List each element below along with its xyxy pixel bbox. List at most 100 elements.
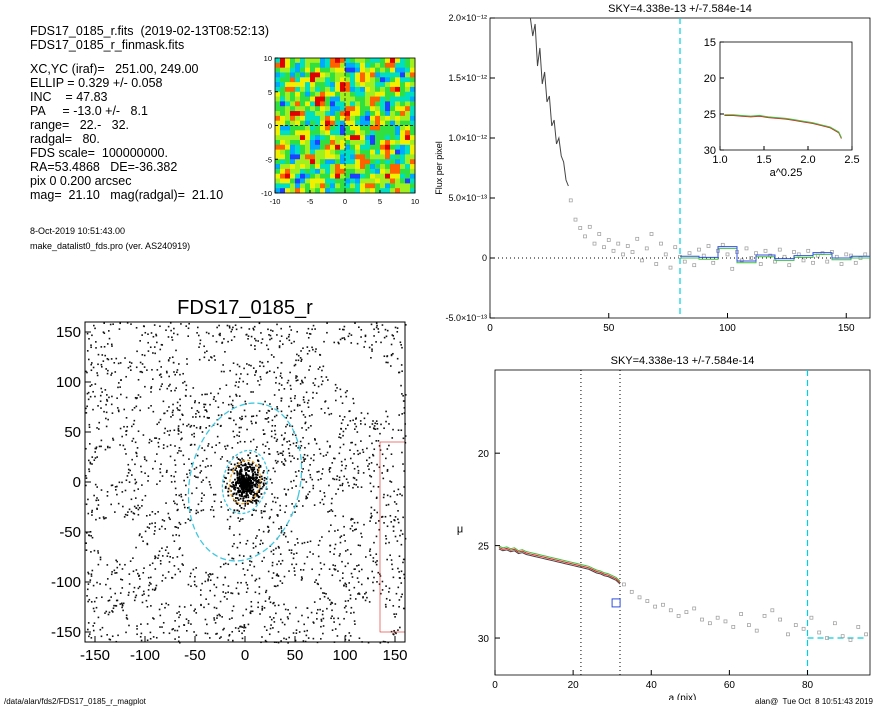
- core-dot: [247, 486, 249, 489]
- noise-dot: [340, 460, 343, 463]
- noise-dot: [370, 515, 373, 517]
- noise-dot: [178, 521, 181, 524]
- noise-dot: [386, 558, 388, 561]
- noise-dot: [313, 454, 315, 456]
- heatmap-cell: [365, 91, 371, 98]
- noise-dot: [294, 511, 296, 513]
- heatmap-cell: [320, 96, 326, 102]
- noise-dot: [205, 427, 207, 429]
- core-dot: [236, 474, 239, 477]
- heatmap-cell: [380, 154, 386, 160]
- noise-dot: [378, 528, 381, 531]
- noise-dot: [341, 402, 344, 405]
- noise-dot: [208, 417, 210, 419]
- noise-dot: [248, 500, 251, 502]
- core-dot: [259, 464, 262, 467]
- noise-dot: [223, 627, 225, 630]
- heatmap-cell: [395, 173, 401, 180]
- noise-dot: [283, 532, 286, 534]
- noise-dot: [345, 583, 348, 586]
- noise-dot: [186, 363, 188, 365]
- core-dot: [253, 483, 255, 486]
- noise-dot: [381, 472, 383, 474]
- noise-dot: [388, 587, 391, 590]
- heatmap-cell: [300, 101, 306, 107]
- noise-dot: [354, 443, 357, 446]
- noise-dot: [154, 352, 156, 355]
- heatmap-cell: [410, 106, 416, 112]
- heatmap-cell: [295, 183, 301, 189]
- core-dot: [257, 496, 260, 499]
- heatmap-cell: [380, 106, 386, 112]
- heatmap-cell: [405, 91, 411, 98]
- noise-dot: [366, 596, 368, 599]
- noise-dot: [267, 531, 270, 533]
- noise-dot: [106, 357, 109, 360]
- heatmap-cell: [370, 164, 376, 170]
- noise-dot: [206, 393, 208, 396]
- noise-dot: [354, 598, 357, 600]
- noise-dot: [216, 576, 219, 579]
- noise-dot: [269, 601, 272, 604]
- noise-dot: [395, 632, 397, 635]
- noise-dot: [400, 543, 403, 546]
- heatmap-cell: [335, 101, 341, 107]
- y-tick-label: 30: [478, 634, 490, 645]
- noise-dot: [174, 480, 176, 483]
- core-dot: [252, 509, 255, 511]
- noise-dot: [301, 461, 303, 464]
- heatmap-cell: [315, 91, 321, 98]
- noise-dot: [235, 587, 238, 590]
- noise-dot: [137, 504, 139, 507]
- heatmap-cell: [310, 168, 316, 175]
- noise-dot: [386, 415, 389, 418]
- noise-dot: [268, 410, 271, 412]
- noise-dot: [187, 423, 190, 426]
- noise-dot: [197, 476, 199, 479]
- inset-x-tick-label: 1.5: [756, 154, 771, 166]
- heatmap-cell: [405, 96, 411, 102]
- noise-dot: [289, 325, 291, 328]
- heatmap-cell: [330, 86, 336, 93]
- noise-dot: [377, 571, 380, 574]
- noise-dot: [261, 560, 264, 563]
- sky-point: [673, 245, 678, 250]
- noise-dot: [85, 549, 88, 551]
- heatmap-cell: [285, 130, 291, 136]
- noise-dot: [392, 525, 395, 528]
- noise-dot: [105, 417, 107, 420]
- heatmap-cell: [400, 115, 406, 122]
- heatmap-cell: [280, 178, 286, 184]
- galaxy-title: FDS17_0185_r: [177, 297, 313, 319]
- noise-dot: [398, 555, 401, 558]
- noise-dot: [186, 507, 189, 509]
- noise-dot: [199, 594, 202, 596]
- sky-point: [777, 247, 782, 252]
- noise-dot: [353, 483, 356, 486]
- noise-dot: [226, 444, 229, 447]
- noise-dot: [259, 365, 261, 367]
- noise-dot: [311, 328, 313, 331]
- core-dot: [239, 490, 242, 492]
- noise-dot: [334, 514, 337, 517]
- noise-dot: [272, 553, 275, 555]
- sky-point: [682, 259, 687, 264]
- sb-point: [786, 632, 790, 637]
- heatmap-cell: [325, 82, 331, 88]
- noise-dot: [238, 520, 241, 522]
- noise-dot: [394, 535, 397, 538]
- noise-dot: [334, 543, 337, 546]
- core-dot: [236, 497, 239, 500]
- noise-dot: [292, 632, 295, 634]
- heatmap-cell: [395, 77, 401, 83]
- noise-dot: [235, 395, 238, 397]
- noise-dot: [368, 435, 371, 437]
- noise-dot: [275, 440, 278, 443]
- heatmap-cell: [290, 164, 296, 170]
- noise-dot: [187, 518, 190, 520]
- noise-dot: [250, 344, 252, 347]
- noise-dot: [403, 412, 406, 414]
- heatmap-cell: [335, 120, 341, 126]
- heatmap-cell: [375, 188, 381, 194]
- noise-dot: [293, 397, 296, 400]
